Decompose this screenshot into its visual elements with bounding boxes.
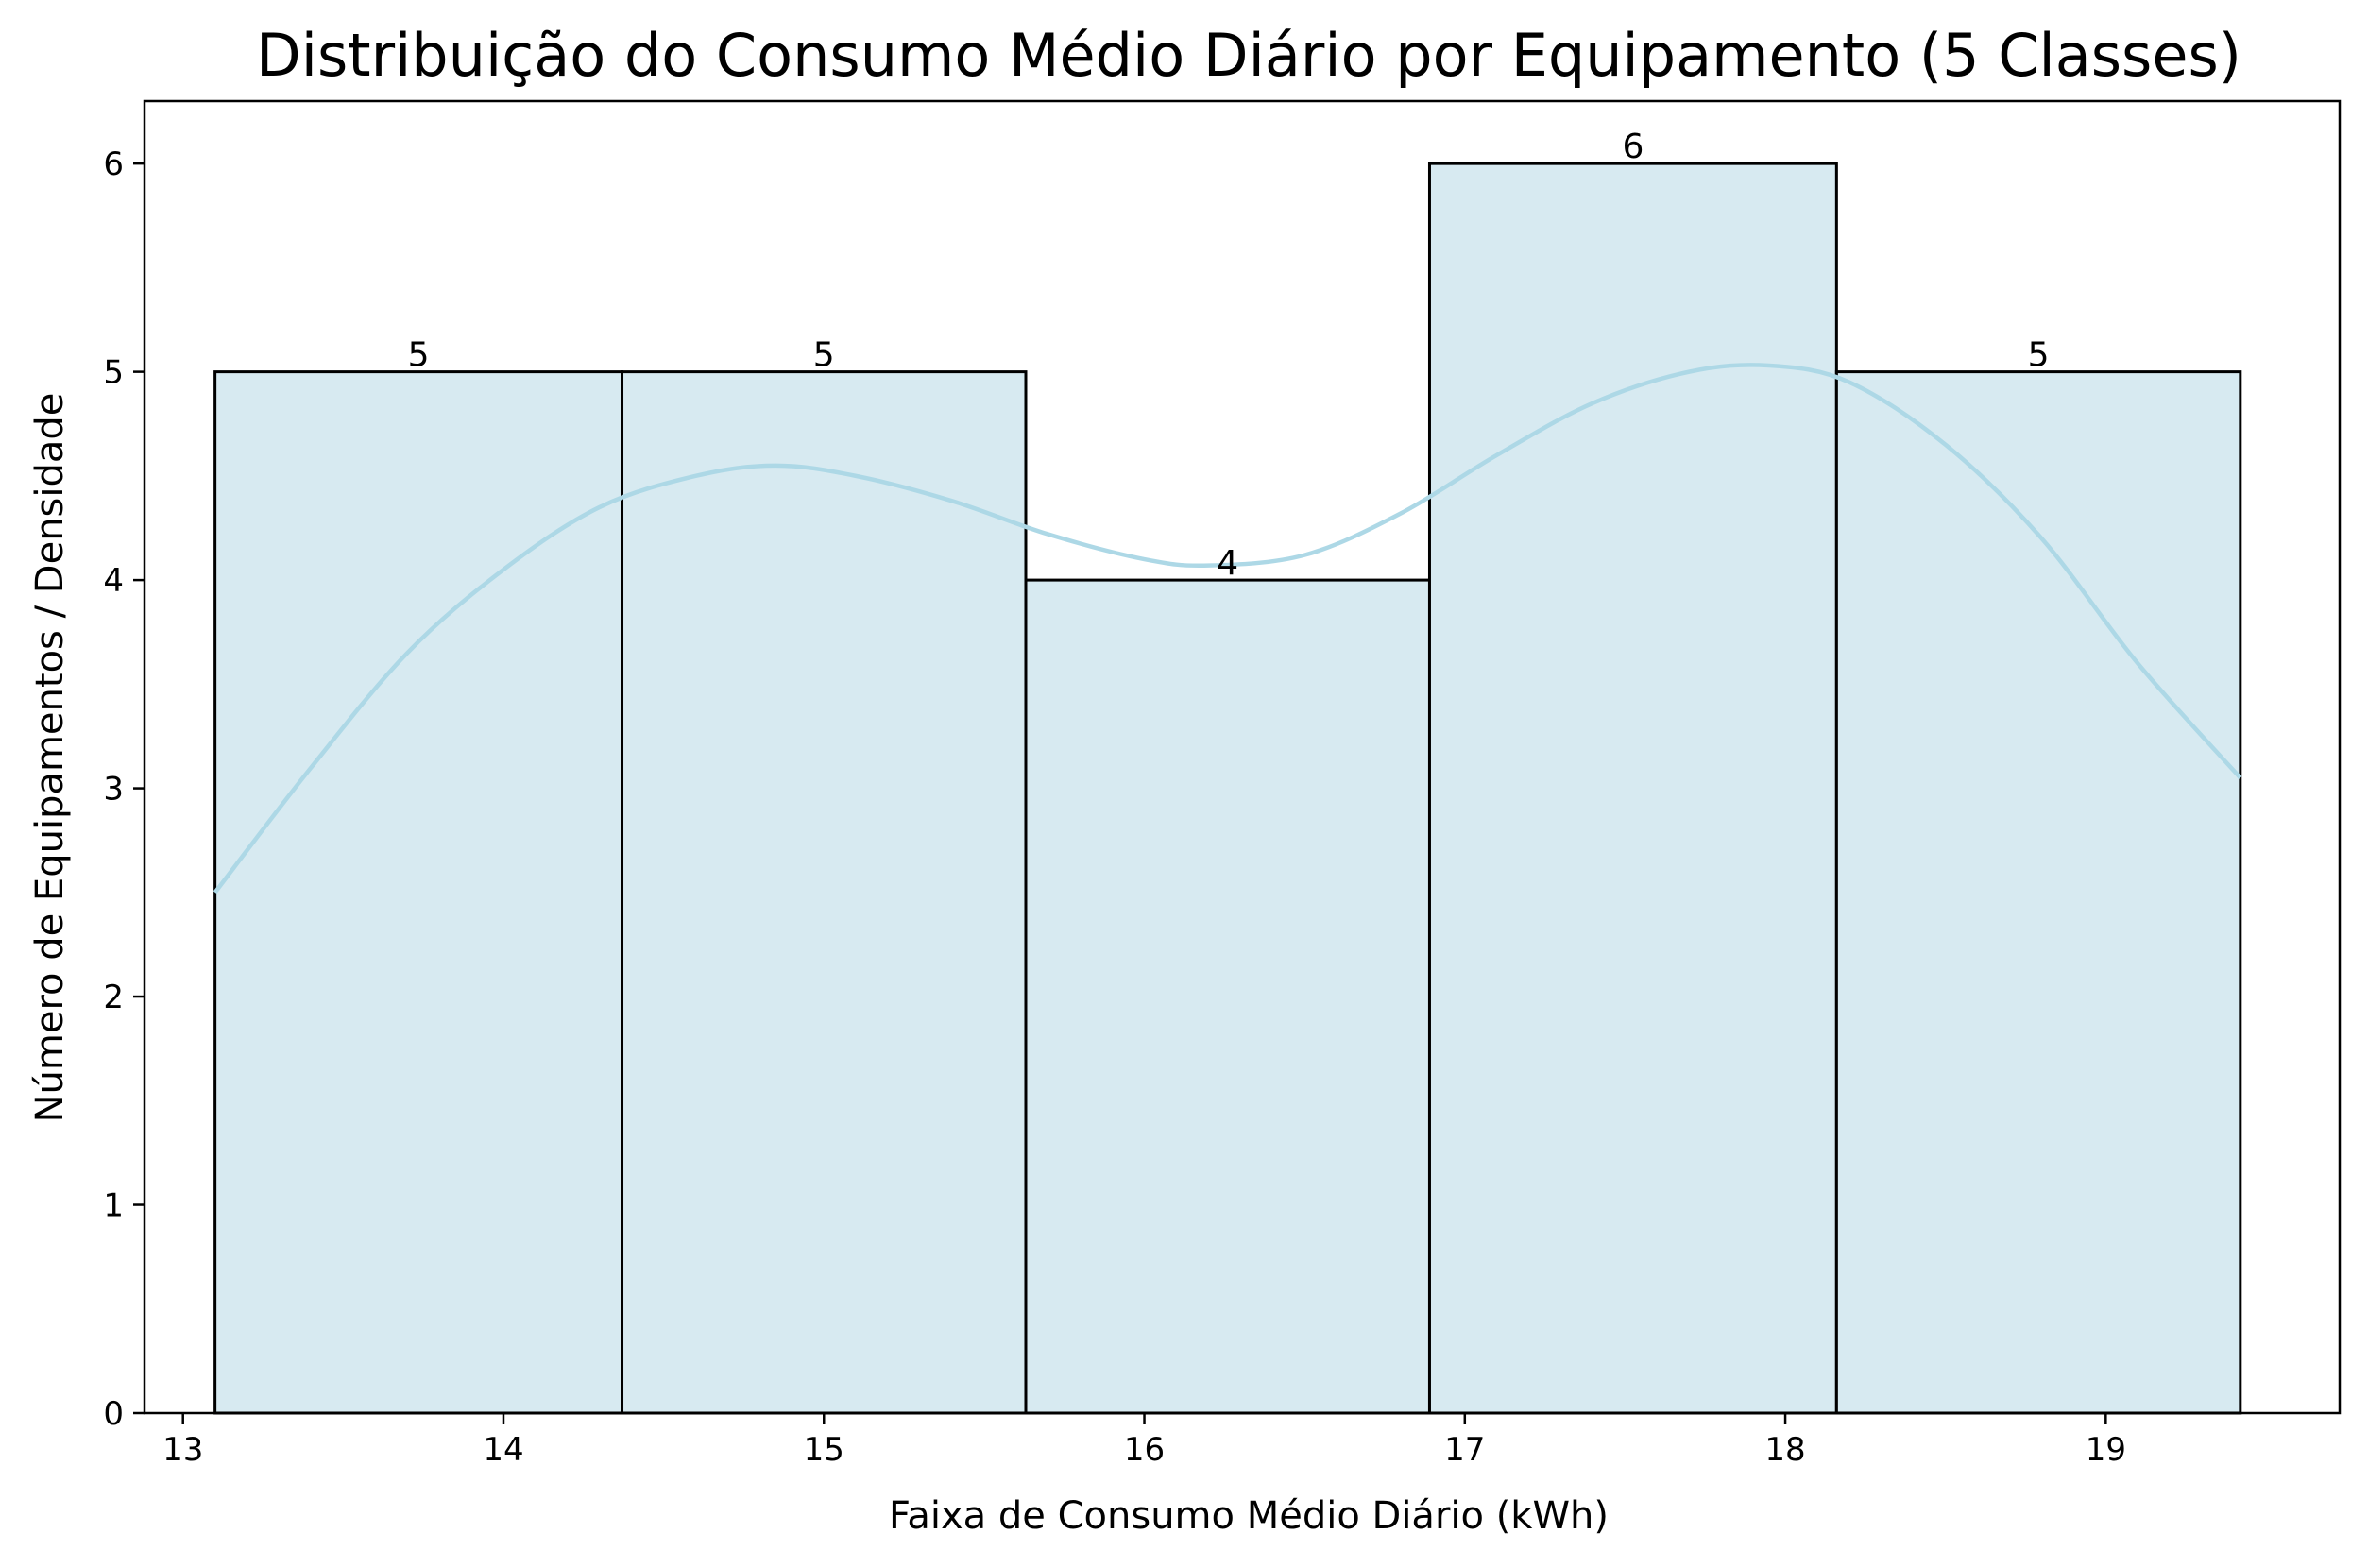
bar-count-label: 5 <box>2028 336 2050 375</box>
bars-layer <box>213 162 2242 1415</box>
y-tick-label: 4 <box>103 562 124 600</box>
y-tick-label: 3 <box>103 771 124 809</box>
histogram-bar <box>1834 370 2242 1415</box>
plot-frame <box>143 99 2342 1415</box>
histogram-bar <box>213 370 624 1415</box>
y-tick-label: 2 <box>103 979 124 1016</box>
chart-title: Distribuição do Consumo Médio Diário por… <box>256 21 2241 90</box>
x-tick-label: 17 <box>1444 1431 1485 1469</box>
bar-count-label: 5 <box>813 336 835 375</box>
histogram-bar <box>621 370 1028 1415</box>
kde-curve <box>213 363 2242 895</box>
y-tick-label: 6 <box>103 145 124 183</box>
y-axis-label: Número de Equipamentos / Densidade <box>28 393 72 1123</box>
y-tick-label: 5 <box>103 354 124 392</box>
histogram-bar <box>1427 162 1838 1415</box>
x-axis-label: Faixa de Consumo Médio Diário (kWh) <box>889 1494 1609 1538</box>
x-tick-label: 14 <box>483 1431 523 1469</box>
x-tick-label: 18 <box>1764 1431 1805 1469</box>
x-tick-label: 13 <box>162 1431 203 1469</box>
bar-count-label: 6 <box>1622 128 1644 166</box>
x-tick-label: 19 <box>2086 1431 2126 1469</box>
x-tick-label: 15 <box>804 1431 844 1469</box>
bar-count-label: 5 <box>408 336 430 375</box>
histogram-bar <box>1024 578 1431 1415</box>
kde-layer <box>213 363 2242 895</box>
bar-count-label: 4 <box>1217 544 1238 583</box>
x-axis-ticks: 13 14 15 16 17 18 19 <box>162 1413 2126 1469</box>
y-tick-label: 0 <box>103 1395 124 1433</box>
y-tick-label: 1 <box>103 1187 124 1225</box>
y-axis-ticks: 0 1 2 3 4 5 6 <box>103 145 145 1433</box>
x-tick-label: 16 <box>1124 1431 1165 1469</box>
bar-labels-layer: 5 5 4 6 5 <box>408 128 2050 583</box>
